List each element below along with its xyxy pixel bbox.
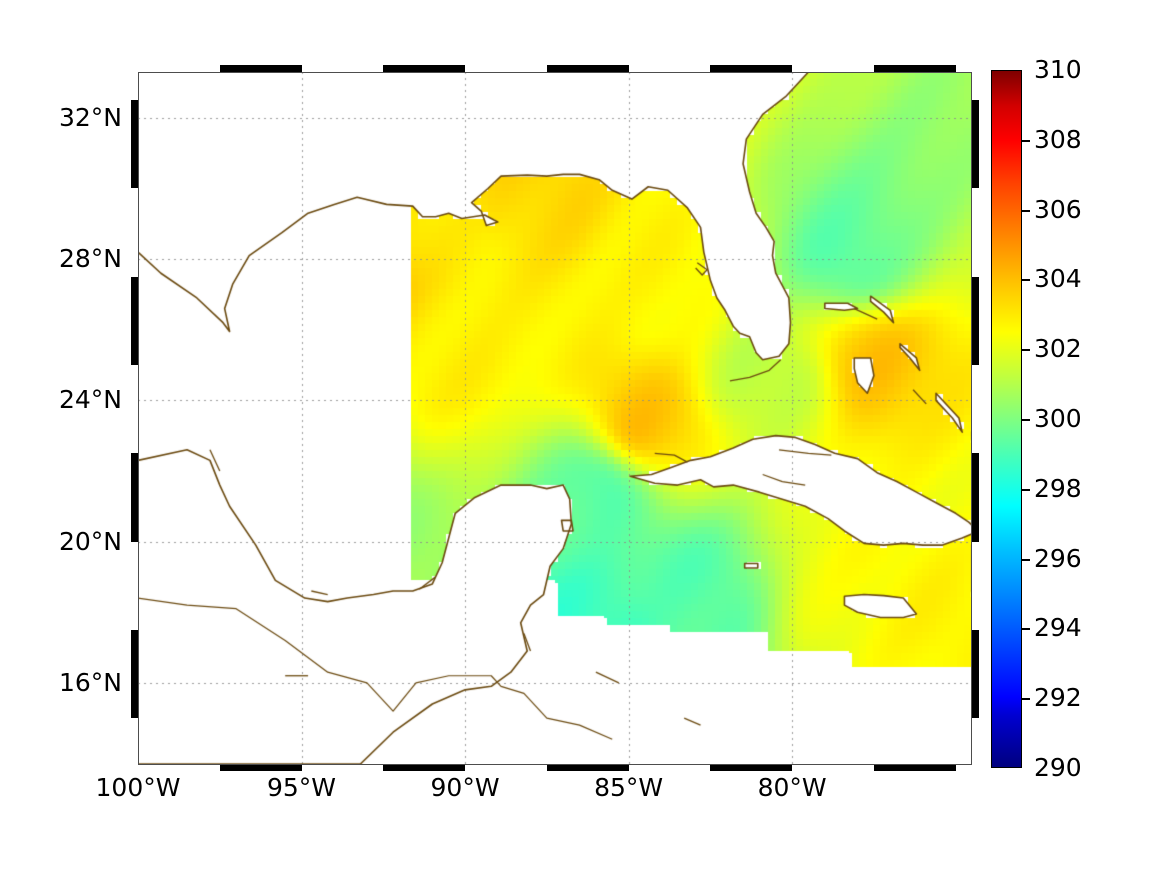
map-plot-area [138, 72, 972, 764]
colorbar-tick [1022, 140, 1030, 142]
axis-line-top [138, 72, 972, 73]
xtick-label: 80°W [757, 773, 827, 802]
colorbar-tick [1022, 210, 1030, 212]
frame-top [131, 65, 979, 72]
colorbar-tick-label: 298 [1034, 473, 1082, 503]
colorbar-tick [1022, 559, 1030, 561]
xtick-label: 95°W [267, 773, 337, 802]
axis-line-right [971, 72, 972, 764]
sst-heatmap [138, 72, 972, 764]
colorbar-tick-label: 310 [1034, 55, 1082, 84]
ytick-label: 24°N [58, 385, 122, 415]
ytick-label: 28°N [58, 244, 122, 274]
colorbar-tick [1022, 279, 1030, 281]
colorbar-tick [1022, 349, 1030, 351]
colorbar-tick-label: 302 [1034, 334, 1082, 364]
ytick-label: 16°N [58, 667, 122, 697]
frame-right [972, 65, 979, 771]
colorbar-tick-label: 306 [1034, 194, 1082, 224]
xtick-label: 90°W [430, 773, 500, 802]
colorbar-gradient [991, 70, 1022, 768]
ytick-label: 20°N [58, 526, 122, 556]
axis-line-left [138, 72, 139, 764]
colorbar-tick-label: 292 [1034, 683, 1082, 713]
colorbar-tick-label: 296 [1034, 543, 1082, 573]
colorbar-tick-label: 308 [1034, 124, 1082, 154]
frame-bottom [131, 764, 979, 771]
colorbar [991, 70, 1022, 768]
xtick-label: 85°W [594, 773, 664, 802]
xtick-label: 100°W [95, 773, 181, 802]
colorbar-tick [1022, 698, 1030, 700]
colorbar-tick-label: 294 [1034, 613, 1082, 643]
colorbar-tick [1022, 628, 1030, 630]
colorbar-tick-label: 304 [1034, 264, 1082, 294]
ytick-label: 32°N [58, 102, 122, 132]
colorbar-tick [1022, 489, 1030, 491]
axis-line-bottom [138, 764, 972, 765]
colorbar-tick-label: 300 [1034, 404, 1082, 433]
colorbar-tick [1022, 419, 1030, 421]
colorbar-tick-label: 290 [1034, 753, 1082, 782]
frame-left [131, 65, 138, 771]
